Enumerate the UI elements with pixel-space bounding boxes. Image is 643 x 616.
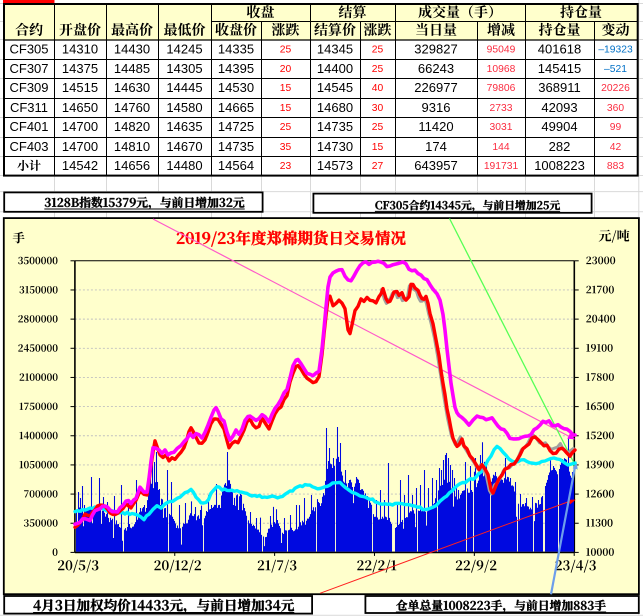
svg-text:99: 99: [610, 122, 622, 133]
svg-text:14545: 14545: [317, 80, 353, 95]
svg-text:25: 25: [280, 122, 292, 133]
svg-text:14480: 14480: [166, 158, 202, 173]
svg-text:401618: 401618: [538, 41, 581, 56]
svg-text:11420: 11420: [418, 119, 453, 134]
svg-text:14345: 14345: [317, 41, 353, 56]
svg-text:15: 15: [280, 103, 292, 114]
svg-text:25: 25: [372, 45, 384, 56]
svg-text:14665: 14665: [218, 100, 254, 115]
svg-text:15: 15: [372, 142, 384, 153]
svg-text:14810: 14810: [114, 139, 150, 154]
svg-text:15: 15: [280, 83, 292, 94]
svg-text:3031: 3031: [490, 122, 513, 133]
svg-text:14630: 14630: [114, 80, 150, 95]
svg-text:14680: 14680: [317, 100, 353, 115]
svg-text:14760: 14760: [114, 100, 150, 115]
svg-text:14564: 14564: [218, 158, 254, 173]
svg-text:14430: 14430: [114, 41, 150, 56]
svg-text:14580: 14580: [166, 100, 202, 115]
svg-text:42093: 42093: [541, 100, 577, 115]
svg-text:CF307: CF307: [9, 61, 48, 76]
svg-text:14730: 14730: [317, 139, 353, 154]
svg-text:79806: 79806: [487, 83, 516, 94]
svg-text:14395: 14395: [218, 61, 254, 76]
svg-text:42: 42: [610, 142, 622, 153]
svg-text:2733: 2733: [490, 103, 513, 114]
svg-text:14515: 14515: [62, 80, 98, 95]
svg-text:14573: 14573: [317, 158, 353, 173]
svg-text:14700: 14700: [62, 139, 98, 154]
svg-text:14670: 14670: [166, 139, 202, 154]
svg-text:191731: 191731: [484, 161, 519, 172]
svg-text:14656: 14656: [114, 158, 150, 173]
svg-text:329827: 329827: [414, 41, 457, 56]
svg-text:14700: 14700: [62, 119, 98, 134]
svg-text:14735: 14735: [317, 119, 353, 134]
svg-text:9316: 9316: [422, 100, 451, 115]
svg-text:25: 25: [372, 122, 384, 133]
svg-text:25: 25: [372, 64, 384, 75]
svg-text:14485: 14485: [114, 61, 150, 76]
svg-text:643957: 643957: [414, 158, 457, 173]
svg-text:145415: 145415: [538, 61, 581, 76]
svg-text:CF305: CF305: [9, 41, 48, 56]
svg-text:40: 40: [372, 83, 384, 94]
svg-text:14400: 14400: [317, 61, 353, 76]
svg-text:14245: 14245: [166, 41, 202, 56]
svg-text:66243: 66243: [418, 61, 454, 76]
svg-text:14542: 14542: [62, 158, 98, 173]
svg-text:25: 25: [280, 45, 292, 56]
svg-text:14820: 14820: [114, 119, 150, 134]
svg-text:14735: 14735: [218, 139, 254, 154]
svg-text:49904: 49904: [541, 119, 577, 134]
svg-text:–19323: –19323: [598, 45, 633, 56]
svg-text:95049: 95049: [487, 45, 516, 56]
svg-text:360: 360: [607, 103, 624, 114]
svg-text:14310: 14310: [62, 41, 98, 56]
svg-text:14445: 14445: [166, 80, 202, 95]
svg-text:14530: 14530: [218, 80, 254, 95]
svg-text:–521: –521: [604, 64, 627, 75]
svg-text:CF401: CF401: [9, 119, 48, 134]
svg-text:27: 27: [372, 161, 384, 172]
svg-text:282: 282: [549, 139, 571, 154]
svg-text:14725: 14725: [218, 119, 254, 134]
svg-text:1008223: 1008223: [534, 158, 585, 173]
svg-text:CF403: CF403: [9, 139, 48, 154]
svg-text:14305: 14305: [166, 61, 202, 76]
svg-text:14650: 14650: [62, 100, 98, 115]
svg-text:10968: 10968: [487, 64, 516, 75]
svg-text:20: 20: [280, 64, 292, 75]
svg-text:14375: 14375: [62, 61, 98, 76]
svg-text:226977: 226977: [414, 80, 457, 95]
svg-text:23: 23: [280, 161, 292, 172]
svg-text:14335: 14335: [218, 41, 254, 56]
svg-text:20226: 20226: [601, 83, 630, 94]
svg-text:35: 35: [280, 142, 292, 153]
svg-text:CF311: CF311: [10, 100, 48, 115]
svg-text:30: 30: [372, 103, 384, 114]
svg-text:368911: 368911: [538, 80, 580, 95]
svg-text:883: 883: [607, 161, 624, 172]
svg-text:144: 144: [492, 142, 509, 153]
svg-text:14635: 14635: [166, 119, 202, 134]
svg-text:174: 174: [425, 139, 447, 154]
svg-text:CF309: CF309: [9, 80, 48, 95]
